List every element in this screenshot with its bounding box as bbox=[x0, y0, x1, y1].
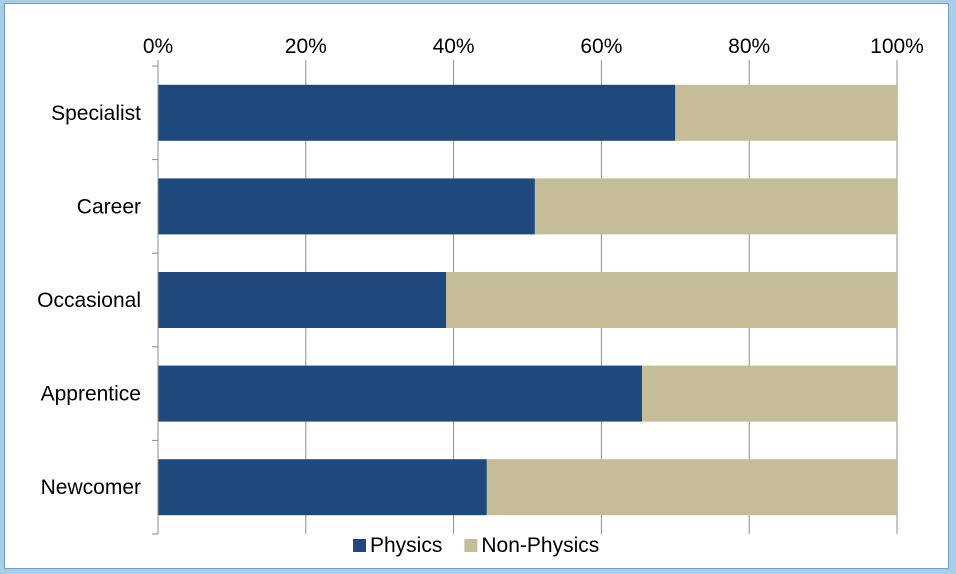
bar-physics-career bbox=[158, 178, 535, 235]
legend: Physics Non-Physics bbox=[353, 534, 599, 557]
bar-chart: 0% 20% 40% 60% 80% 100% Specialist Career Occas… bbox=[37, 35, 924, 557]
category-label: Newcomer bbox=[41, 476, 141, 499]
category-labels: Specialist Career Occasional Apprentice Newc… bbox=[37, 102, 141, 499]
legend-swatch bbox=[464, 539, 478, 552]
x-tick-label: 20% bbox=[285, 35, 327, 58]
chart-frame: 0% 20% 40% 60% 80% 100% Specialist Career Occas… bbox=[4, 3, 949, 569]
bar-physics-newcomer bbox=[158, 459, 487, 516]
bar-non-physics-specialist bbox=[675, 84, 897, 141]
x-tick-label: 0% bbox=[143, 35, 173, 58]
category-label: Occasional bbox=[37, 289, 141, 312]
legend-label: Non-Physics bbox=[481, 534, 599, 557]
category-label: Apprentice bbox=[41, 383, 141, 406]
bar-non-physics-occasional bbox=[446, 272, 897, 328]
x-tick-label: 80% bbox=[728, 35, 770, 58]
bar-physics-apprentice bbox=[158, 365, 643, 422]
legend-label: Physics bbox=[370, 534, 442, 557]
x-tick-label: 40% bbox=[433, 35, 475, 58]
x-tick-label: 60% bbox=[580, 35, 622, 58]
axes bbox=[152, 60, 898, 535]
bar-physics-occasional bbox=[158, 272, 447, 328]
bars bbox=[158, 84, 897, 516]
bar-non-physics-newcomer bbox=[486, 459, 897, 516]
legend-swatch bbox=[353, 539, 366, 552]
category-label: Specialist bbox=[51, 102, 141, 125]
x-tick-label: 100% bbox=[870, 35, 924, 58]
x-tick-labels: 0% 20% 40% 60% 80% 100% bbox=[143, 35, 924, 58]
category-label: Career bbox=[77, 195, 141, 218]
bar-non-physics-apprentice bbox=[642, 365, 897, 422]
bar-physics-specialist bbox=[158, 84, 676, 141]
bar-non-physics-career bbox=[534, 178, 897, 235]
